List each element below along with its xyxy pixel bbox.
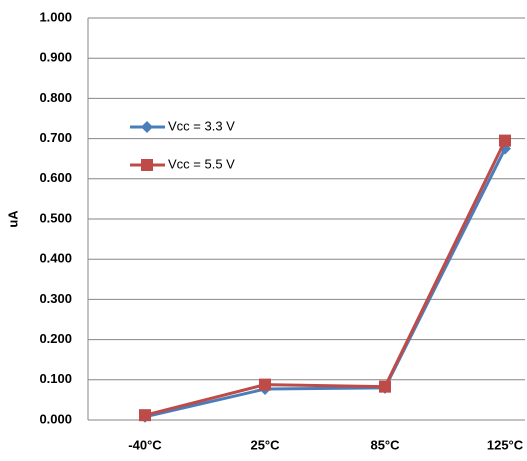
y-tick-label: 0.400 — [39, 251, 72, 266]
x-tick-label: 125°C — [487, 437, 524, 452]
marker — [139, 409, 151, 422]
y-tick-label: 0.000 — [39, 411, 72, 426]
y-tick-label: 0.100 — [39, 371, 72, 386]
marker — [259, 378, 271, 391]
y-tick-label: 0.700 — [39, 130, 72, 145]
legend-marker — [141, 159, 153, 171]
x-tick-label: 25°C — [250, 437, 280, 452]
marker — [379, 380, 391, 393]
series-line — [144, 147, 507, 419]
y-tick-label: 0.200 — [39, 331, 72, 346]
y-tick-label: 0.500 — [39, 210, 72, 225]
y-tick-label: 0.800 — [39, 90, 72, 105]
y-tick-label: 1.000 — [39, 9, 72, 24]
marker — [499, 134, 511, 147]
x-tick-label: 85°C — [370, 437, 400, 452]
series-line — [144, 139, 507, 417]
legend-marker — [141, 121, 153, 133]
legend-label: Vcc = 5.5 V — [168, 156, 235, 171]
legend-label: Vcc = 3.3 V — [168, 118, 235, 133]
x-tick-label: -40°C — [128, 437, 162, 452]
y-axis-label: uA — [5, 210, 20, 228]
y-tick-label: 0.900 — [39, 50, 72, 65]
y-tick-label: 0.600 — [39, 170, 72, 185]
y-tick-label: 0.300 — [39, 291, 72, 306]
